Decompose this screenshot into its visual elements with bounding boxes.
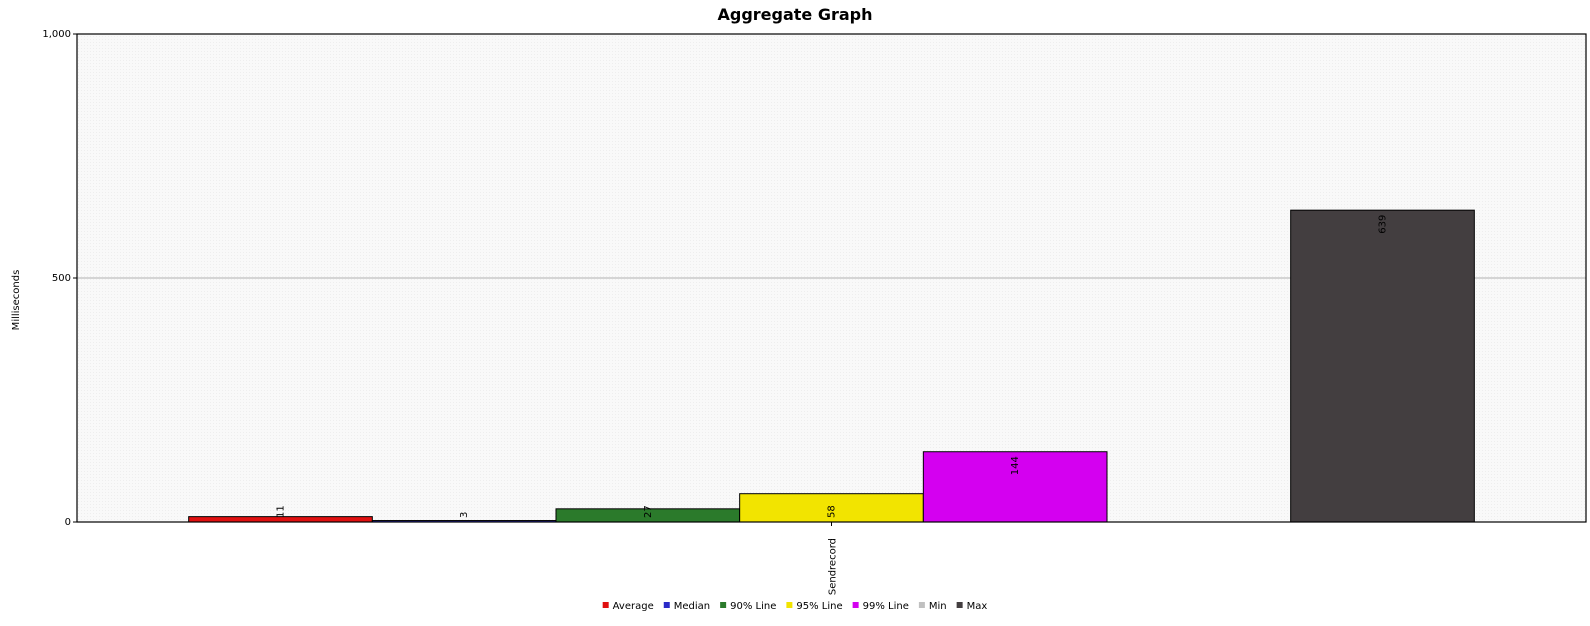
y-axis-label: Milliseconds (11, 270, 22, 331)
legend-swatch (663, 602, 670, 608)
legend-item-label: Average (613, 601, 654, 612)
legend-item-label: 99% Line (863, 601, 909, 612)
legend-swatch (602, 602, 609, 608)
x-axis: Sendrecord (828, 522, 839, 595)
bar-value-label: 639 (1378, 215, 1389, 234)
y-tick-label: 0 (65, 517, 71, 528)
legend: Average Median 90% Line 95% Line 99% Line Min… (602, 601, 988, 612)
chart-title: Aggregate Graph (717, 5, 872, 24)
bar-value-label: 144 (1010, 456, 1021, 475)
bar-value-label: 11 (275, 505, 286, 518)
legend-swatch (918, 602, 925, 608)
bar-value-label: 3 (459, 512, 470, 518)
y-axis: 0 500 1,000 (42, 29, 77, 528)
bar-95-line (739, 493, 924, 523)
legend-item-label: 95% Line (796, 601, 842, 612)
bar-value-label: 58 (827, 505, 838, 518)
bar-99-line (922, 451, 1108, 523)
legend-item-label: Median (674, 601, 710, 612)
legend-swatch (852, 602, 859, 608)
bar-max (1290, 209, 1475, 523)
legend-item-label: Max (967, 601, 988, 612)
legend-swatch (786, 602, 793, 608)
legend-swatch (720, 602, 727, 608)
legend-item-label: Min (929, 601, 947, 612)
bars-group: 11 3 27 58 144 639 (188, 209, 1475, 523)
y-tick-label: 1,000 (42, 29, 71, 40)
legend-item-label: 90% Line (730, 601, 776, 612)
x-category-label: Sendrecord (828, 538, 839, 595)
y-tick-label: 500 (52, 273, 71, 284)
legend-swatch (956, 602, 963, 608)
bar-value-label: 27 (643, 505, 654, 518)
